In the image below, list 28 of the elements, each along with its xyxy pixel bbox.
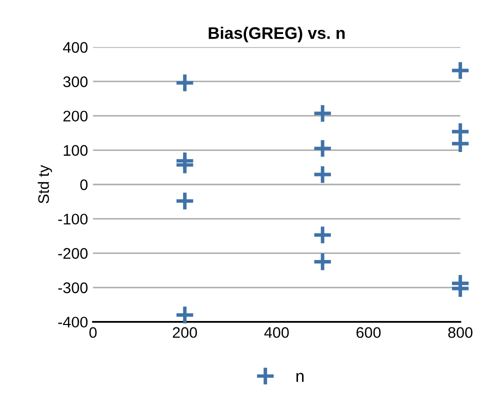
point [312,224,333,246]
y-tick-label: 0 [80,179,88,190]
point [174,72,195,93]
point [312,138,333,159]
point [450,134,470,154]
x-tick-label: 0 [89,327,97,338]
x-tick-label: 800 [448,327,472,338]
legend-label: n [296,372,304,382]
y-axis-title: Std ty [38,165,52,204]
y-tick-label: -200 [58,248,88,259]
y-tick-label: 300 [63,76,88,88]
point [174,150,195,171]
chart-title: Bias(GREG) vs. n [208,26,345,42]
point [174,190,195,212]
y-tick-label: -100 [58,214,88,225]
point [312,164,333,185]
y-tick-label: 400 [63,42,88,53]
y-tick-label: 100 [64,145,88,156]
y-tick-label: 200 [63,110,88,122]
x-tick-label: 400 [264,327,289,338]
point [174,304,195,326]
y-tick-label: -300 [58,282,88,294]
point [312,103,333,124]
x-tick-label: 200 [172,327,197,338]
point [312,252,333,272]
y-tick-label: -400 [58,316,88,328]
point [450,60,470,81]
x-tick-label: 600 [356,327,381,338]
